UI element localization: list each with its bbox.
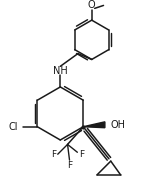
Text: F: F — [51, 150, 56, 159]
Text: F: F — [79, 150, 84, 159]
Text: O: O — [88, 0, 95, 10]
Text: Cl: Cl — [8, 122, 18, 132]
Text: NH: NH — [53, 66, 68, 76]
Text: OH: OH — [111, 120, 126, 130]
Polygon shape — [83, 122, 105, 128]
Text: F: F — [67, 160, 72, 169]
